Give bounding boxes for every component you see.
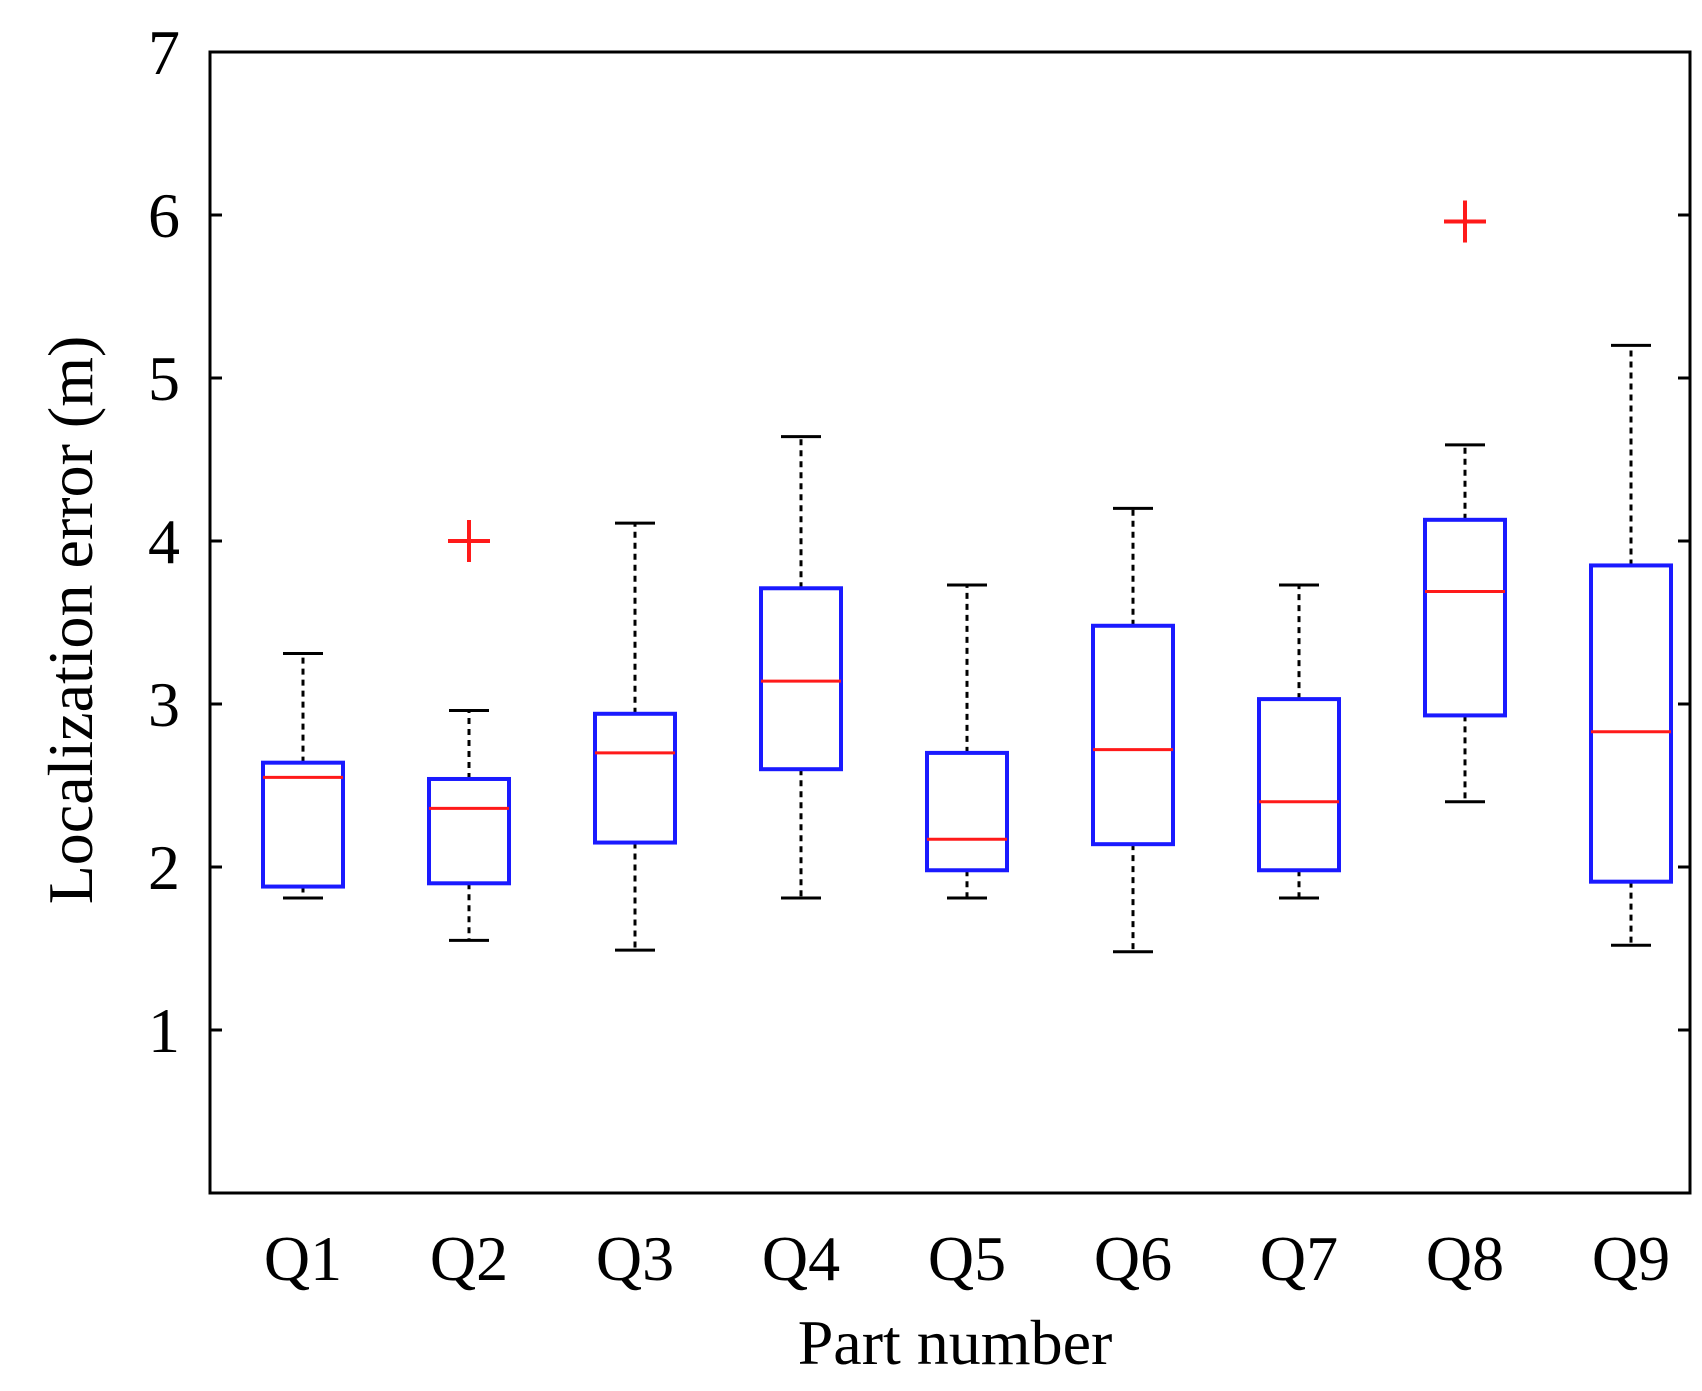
x-tick-label: Q3 xyxy=(596,1223,674,1294)
box-iqr xyxy=(593,711,677,845)
box-iqr xyxy=(427,776,511,886)
plot-area xyxy=(261,200,1673,954)
y-tick-label: 5 xyxy=(148,343,180,414)
axes-frame xyxy=(208,50,1692,1195)
box-group-q7 xyxy=(1257,583,1341,900)
y-tick-label: 4 xyxy=(148,506,180,577)
box-group-q5 xyxy=(925,583,1009,900)
y-tick-label: 1 xyxy=(148,995,180,1066)
y-tick-label: 3 xyxy=(148,669,180,740)
box-iqr xyxy=(759,586,843,772)
y-tick-label: 7 xyxy=(148,17,180,88)
x-tick-label: Q1 xyxy=(264,1223,342,1294)
outlier-marker xyxy=(448,520,490,562)
x-tick-label: Q6 xyxy=(1094,1223,1172,1294)
x-tick-label: Q8 xyxy=(1426,1223,1504,1294)
box-group-q2 xyxy=(427,520,511,942)
x-tick-label: Q2 xyxy=(430,1223,508,1294)
box-iqr xyxy=(1423,517,1507,718)
box-group-q9 xyxy=(1589,343,1673,947)
box-iqr xyxy=(1589,563,1673,884)
x-tick-label: Q5 xyxy=(928,1223,1006,1294)
box-group-q4 xyxy=(759,435,843,900)
x-tick-label: Q4 xyxy=(762,1223,840,1294)
box-group-q1 xyxy=(261,651,345,900)
x-tick-label: Q7 xyxy=(1260,1223,1338,1294)
x-axis-label: Part number xyxy=(798,1307,1113,1378)
axes: Q1 Q2 Q3 Q4 Q5 Q6 Q7 Q8 Q9 1 2 3 4 5 6 7 xyxy=(148,17,1692,1294)
outlier-marker xyxy=(1444,200,1486,243)
box-group-q8 xyxy=(1423,200,1507,804)
box-iqr xyxy=(1257,697,1341,873)
y-tick-label: 2 xyxy=(148,832,180,903)
box-iqr xyxy=(1091,623,1175,847)
y-tick-label: 6 xyxy=(148,180,180,251)
x-tick-label: Q9 xyxy=(1592,1223,1670,1294)
box-iqr xyxy=(925,750,1009,873)
box-group-q3 xyxy=(593,521,677,952)
box-group-q6 xyxy=(1091,506,1175,954)
box-iqr xyxy=(261,760,345,889)
y-axis-label: Localization error (m) xyxy=(35,336,106,905)
